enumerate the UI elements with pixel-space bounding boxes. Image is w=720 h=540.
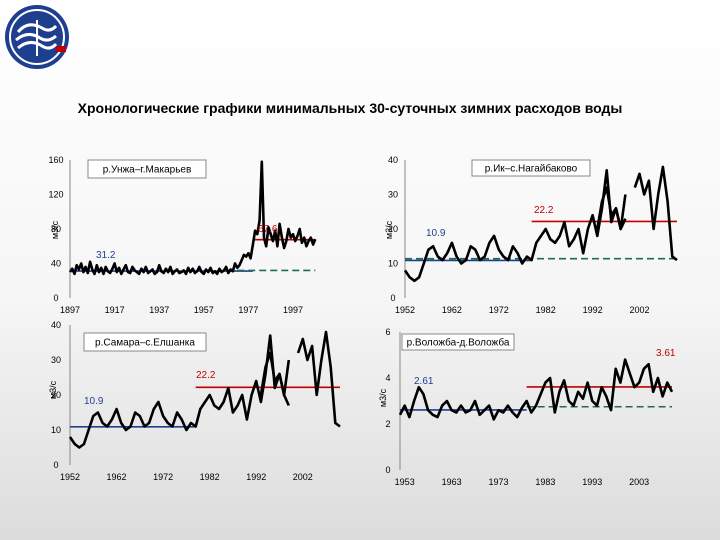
y-tick-label: 20 bbox=[51, 390, 61, 400]
y-tick-label: 2 bbox=[385, 419, 390, 429]
chart-panel: 0 10 20 30 40 1952 1962 1972 1982 1992 2002 м3/с р.И… bbox=[384, 155, 678, 315]
chart-panel: 0 10 20 30 40 1952 1962 1972 1982 1992 2002 м3/с р.С… bbox=[48, 320, 341, 482]
y-tick-label: 10 bbox=[51, 425, 61, 435]
y-tick-label: 120 bbox=[48, 190, 63, 200]
page-title: Хронологические графики минимальных 30-с… bbox=[77, 100, 623, 116]
y-tick-label: 40 bbox=[51, 259, 61, 269]
station-box bbox=[83, 332, 207, 352]
y-tick-label: 160 bbox=[48, 155, 63, 165]
chart-panel: 0 40 80 120 160 1897 1917 1937 1957 1977 1997 м3/с р… bbox=[48, 155, 317, 315]
x-tick-label: 1937 bbox=[149, 305, 169, 315]
y-tick-label: 0 bbox=[53, 293, 58, 303]
series-line bbox=[68, 160, 317, 276]
station-label: р.Ик–с.Нагайбаково bbox=[485, 163, 578, 175]
series-line bbox=[68, 334, 291, 449]
station-box bbox=[471, 159, 591, 177]
chart-panel: 0 2 4 6 1953 1963 1973 1983 1993 2003 м3/с р.Воложб… bbox=[378, 327, 676, 487]
x-tick-label: 1993 bbox=[582, 477, 602, 487]
x-tick-label: 1977 bbox=[238, 305, 258, 315]
series-line bbox=[296, 330, 341, 428]
x-tick-label: 1992 bbox=[583, 305, 603, 315]
mean-after-label: 22.2 bbox=[534, 205, 554, 216]
x-tick-label: 1982 bbox=[200, 472, 220, 482]
mean-before-label: 2.61 bbox=[414, 376, 434, 387]
x-tick-label: 1957 bbox=[194, 305, 214, 315]
y-axis-label: м3/с bbox=[50, 220, 60, 239]
y-tick-label: 0 bbox=[390, 293, 395, 303]
mean-before-label: 10.9 bbox=[426, 228, 446, 239]
station-box bbox=[401, 333, 515, 351]
y-axis-label: м3/с bbox=[384, 220, 394, 239]
mean-before-label: 10.9 bbox=[84, 396, 104, 407]
series-line bbox=[596, 186, 627, 231]
x-tick-label: 1983 bbox=[535, 477, 555, 487]
x-tick-label: 1962 bbox=[442, 305, 462, 315]
x-tick-label: 1997 bbox=[283, 305, 303, 315]
y-tick-label: 80 bbox=[51, 224, 61, 234]
logo-emblem bbox=[5, 5, 69, 69]
y-axis-label: м3/с bbox=[378, 388, 388, 407]
x-tick-label: 2003 bbox=[629, 477, 649, 487]
x-tick-label: 1953 bbox=[395, 477, 415, 487]
x-tick-label: 2002 bbox=[629, 305, 649, 315]
station-box bbox=[87, 159, 207, 179]
x-tick-label: 1962 bbox=[107, 472, 127, 482]
series-line bbox=[403, 169, 627, 283]
y-tick-label: 0 bbox=[53, 460, 58, 470]
series-line bbox=[633, 165, 678, 262]
mean-after-label: 3.61 bbox=[656, 348, 676, 359]
x-tick-label: 1952 bbox=[395, 305, 415, 315]
x-tick-label: 1973 bbox=[488, 477, 508, 487]
x-tick-label: 1972 bbox=[153, 472, 173, 482]
x-tick-label: 1972 bbox=[489, 305, 509, 315]
series-line bbox=[259, 351, 290, 407]
station-label: р.Унжа–г.Макарьев bbox=[103, 165, 192, 176]
y-tick-label: 40 bbox=[51, 320, 61, 330]
station-label: р.Воложба-д.Воложба bbox=[407, 337, 510, 349]
mean-before-label: 31.2 bbox=[96, 250, 116, 261]
x-tick-label: 2002 bbox=[293, 472, 313, 482]
y-tick-label: 10 bbox=[388, 259, 398, 269]
x-tick-label: 1982 bbox=[536, 305, 556, 315]
x-tick-label: 1897 bbox=[60, 305, 80, 315]
station-label: р.Самара–с.Елшанка bbox=[95, 338, 195, 349]
y-tick-label: 30 bbox=[51, 355, 61, 365]
mean-after-label: 67.6 bbox=[258, 224, 278, 235]
x-tick-label: 1963 bbox=[442, 477, 462, 487]
y-tick-label: 20 bbox=[388, 224, 398, 234]
y-tick-label: 40 bbox=[388, 155, 398, 165]
x-tick-label: 1952 bbox=[60, 472, 80, 482]
series-line bbox=[398, 358, 674, 421]
mean-after-label: 22.2 bbox=[196, 370, 216, 381]
y-axis-label: м3/с bbox=[48, 380, 58, 399]
y-tick-label: 6 bbox=[385, 327, 390, 337]
y-tick-label: 4 bbox=[385, 373, 390, 383]
x-tick-label: 1917 bbox=[105, 305, 125, 315]
x-tick-label: 1992 bbox=[246, 472, 266, 482]
y-tick-label: 30 bbox=[388, 190, 398, 200]
y-tick-label: 0 bbox=[385, 465, 390, 475]
